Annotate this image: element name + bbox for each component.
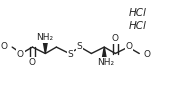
Text: S: S [67, 50, 73, 59]
Text: S: S [77, 42, 82, 51]
Text: NH₂: NH₂ [36, 33, 53, 42]
Text: O: O [1, 42, 8, 51]
Text: O: O [144, 50, 151, 59]
Text: HCl: HCl [129, 8, 146, 18]
Text: HCl: HCl [129, 21, 146, 31]
Text: O: O [112, 34, 119, 43]
Text: O: O [126, 42, 133, 51]
Text: NH₂: NH₂ [97, 58, 114, 67]
Text: O: O [29, 58, 36, 67]
Polygon shape [43, 41, 48, 54]
Text: O: O [17, 50, 24, 59]
Polygon shape [102, 47, 106, 60]
